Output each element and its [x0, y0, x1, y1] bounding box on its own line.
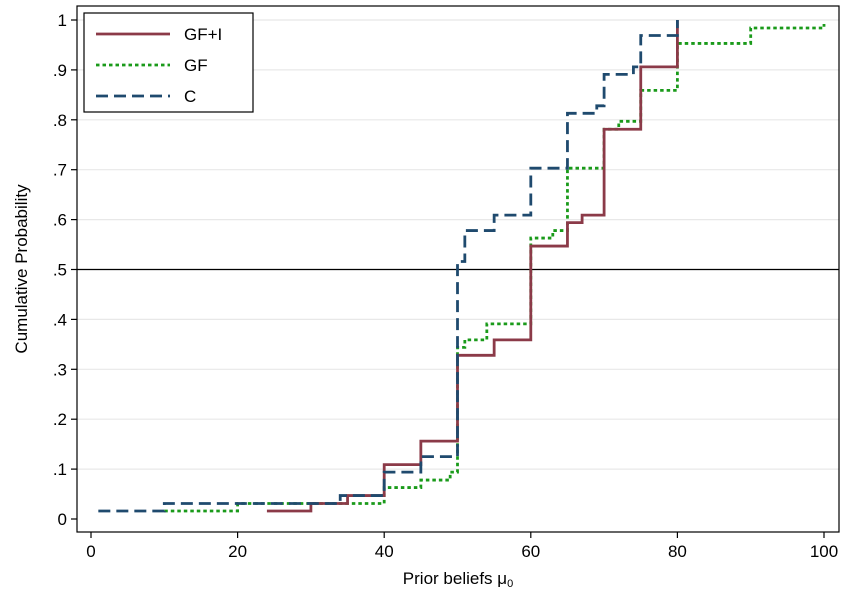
- x-tick-label-5: 100: [810, 542, 838, 561]
- y-tick-label-6: .6: [53, 211, 67, 230]
- y-tick-label-10: 1: [58, 11, 67, 30]
- series-line-c: [98, 20, 679, 513]
- y-tick-label-8: .8: [53, 111, 67, 130]
- y-tick-label-2: .2: [53, 410, 67, 429]
- x-axis-label: Prior beliefs μ0: [403, 569, 513, 590]
- y-tick-labels: 0 .1 .2 .3 .4 .5 .6 .7 .8 .9 1: [53, 11, 67, 529]
- x-axis-label-subscript: 0: [507, 578, 513, 590]
- x-axis-label-main: Prior beliefs μ: [403, 569, 507, 588]
- series-line-gf: [164, 23, 826, 513]
- x-tick-labels: 0 20 40 60 80 100: [86, 542, 838, 561]
- y-axis-label: Cumulative Probability: [12, 184, 31, 354]
- x-tick-label-0: 0: [86, 542, 95, 561]
- y-tick-label-5: .5: [53, 261, 67, 280]
- x-tick-label-2: 40: [375, 542, 394, 561]
- axes: [71, 5, 840, 538]
- x-tick-label-3: 60: [521, 542, 540, 561]
- legend-label-2: C: [184, 87, 196, 106]
- series-line-gf-i: [266, 20, 679, 513]
- legend-label-0: GF+I: [184, 25, 222, 44]
- y-tick-label-1: .1: [53, 460, 67, 479]
- y-tick-label-9: .9: [53, 61, 67, 80]
- series-layer: [98, 20, 826, 513]
- legend: GF+I GF C: [83, 12, 254, 113]
- x-tick-label-4: 80: [668, 542, 687, 561]
- legend-label-1: GF: [184, 56, 208, 75]
- x-tick-label-1: 20: [228, 542, 247, 561]
- y-tick-label-3: .3: [53, 360, 67, 379]
- y-tick-label-4: .4: [53, 310, 67, 329]
- y-tick-label-7: .7: [53, 161, 67, 180]
- y-tick-label-0: 0: [58, 510, 67, 529]
